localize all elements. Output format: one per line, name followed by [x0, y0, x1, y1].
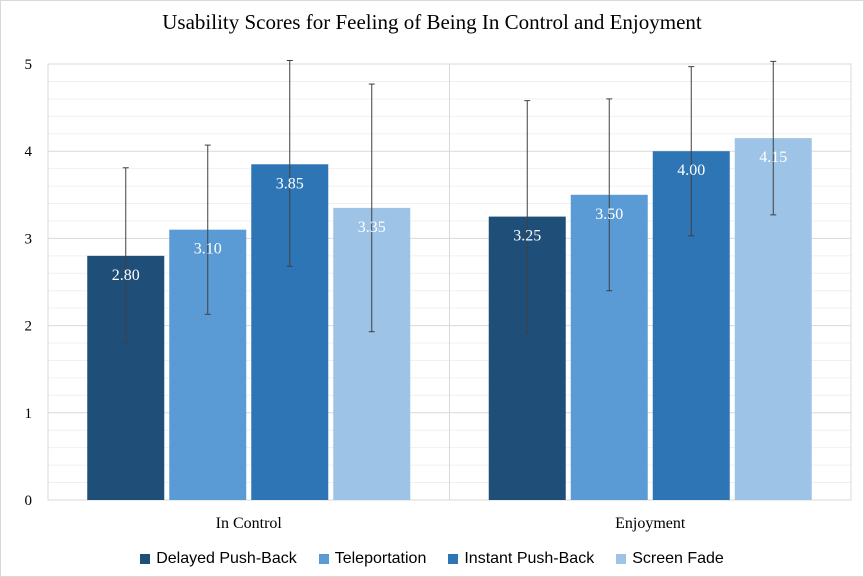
legend-label: Teleportation: [334, 550, 427, 567]
data-label: 4.00: [677, 162, 705, 179]
data-label: 3.35: [358, 219, 386, 236]
legend-swatch: [448, 554, 459, 564]
y-tick-label: 3: [25, 231, 33, 247]
legend-label: Screen Fade: [632, 550, 724, 567]
y-tick-label: 5: [25, 57, 33, 73]
legend-swatch: [140, 554, 151, 564]
data-label: 2.80: [112, 267, 140, 284]
data-label: 3.25: [513, 228, 541, 245]
x-category-label: In Control: [216, 515, 283, 532]
legend-label: Delayed Push-Back: [156, 550, 297, 567]
legend-item: Screen Fade: [616, 550, 724, 568]
legend-label: Instant Push-Back: [464, 550, 595, 567]
y-tick-label: 2: [25, 319, 33, 335]
data-label: 4.15: [759, 149, 787, 166]
chart-title: Usability Scores for Feeling of Being In…: [162, 10, 702, 34]
legend-swatch: [616, 554, 627, 564]
data-label: 3.10: [194, 241, 222, 258]
y-tick-label: 0: [25, 493, 33, 509]
legend-item: Teleportation: [318, 550, 427, 568]
legend: Delayed Push-Back Teleportation Instant Pu…: [1, 550, 863, 568]
legend-item: Delayed Push-Back: [140, 550, 297, 568]
x-category-label: Enjoyment: [615, 515, 686, 532]
y-tick-label: 1: [25, 406, 33, 422]
data-label: 3.85: [276, 175, 304, 192]
data-label: 3.50: [595, 206, 623, 223]
y-tick-label: 4: [25, 144, 33, 160]
legend-swatch: [318, 554, 329, 564]
legend-item: Instant Push-Back: [448, 550, 594, 568]
